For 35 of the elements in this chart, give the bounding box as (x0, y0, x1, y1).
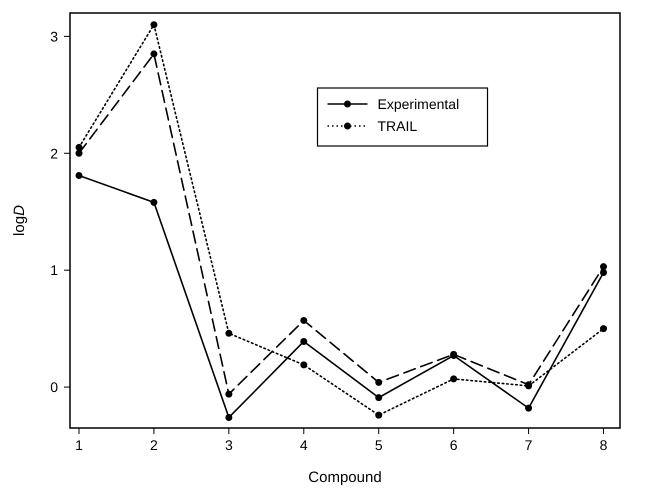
x-tick-label: 3 (224, 437, 233, 453)
point (600, 263, 608, 270)
point (150, 50, 158, 58)
x-tick-label: 8 (600, 437, 608, 453)
point (225, 330, 232, 337)
point (450, 375, 458, 382)
y-tick-label: 3 (50, 28, 58, 44)
point (600, 325, 608, 332)
x-tick-label: 6 (450, 437, 458, 453)
point (225, 414, 232, 421)
x-tick-label: 5 (374, 437, 383, 453)
point (75, 150, 82, 157)
x-tick-label: 2 (150, 437, 158, 453)
point (300, 316, 308, 324)
y-tick-label: 2 (50, 145, 58, 162)
legend-label: Experimental (378, 96, 460, 112)
y-tick-label: 0 (50, 379, 58, 396)
point (375, 412, 382, 419)
y-tick-label: 1 (50, 262, 58, 278)
x-axis-title: Compound (308, 469, 382, 486)
point (375, 378, 382, 386)
x-tick-label: 7 (524, 437, 533, 453)
point (225, 390, 232, 398)
legend-label: TRAIL (378, 118, 418, 134)
point (525, 404, 532, 412)
point (600, 269, 608, 276)
y-axis-title: logD (11, 204, 28, 236)
point (300, 361, 308, 368)
point (150, 21, 158, 28)
point (375, 394, 382, 402)
x-tick-label: 4 (300, 437, 308, 453)
point (75, 172, 82, 179)
x-tick-label: 1 (75, 437, 84, 453)
point (300, 338, 308, 345)
point (150, 198, 158, 206)
